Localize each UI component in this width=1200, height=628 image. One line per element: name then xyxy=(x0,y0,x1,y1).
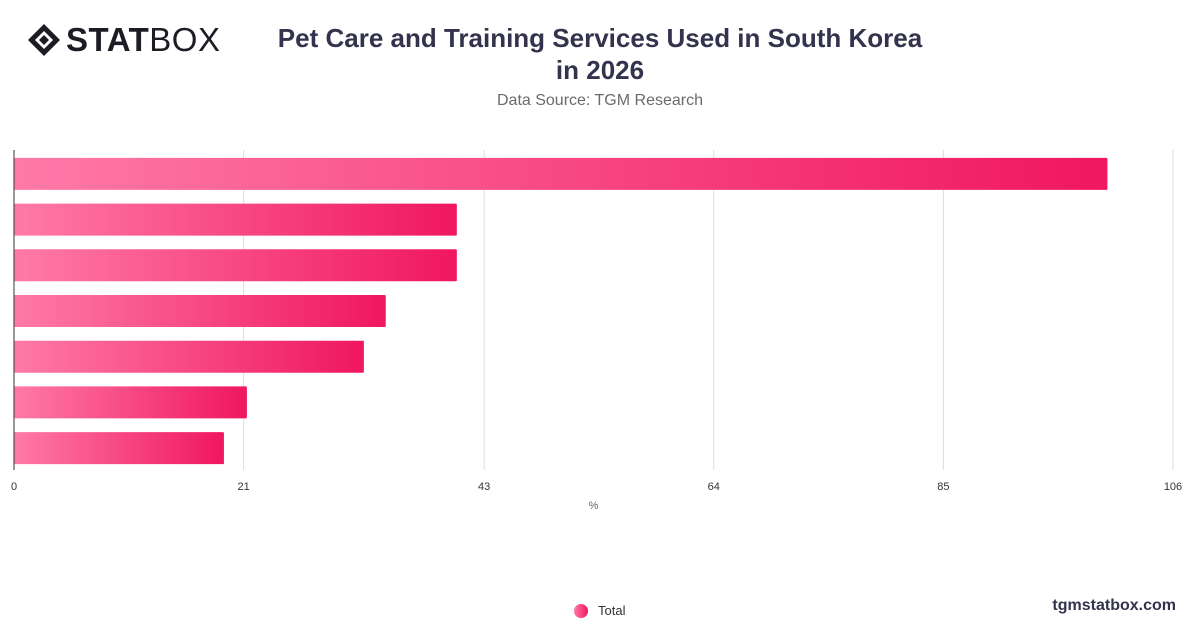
x-tick-label: 43 xyxy=(478,481,490,493)
logo-wordmark: STATBOX xyxy=(66,22,220,58)
bar-4[interactable] xyxy=(14,295,386,327)
bar-7[interactable] xyxy=(14,432,224,465)
bar-5[interactable] xyxy=(14,340,364,373)
legend-label: Total xyxy=(598,603,626,618)
x-axis-ticks: 0 21 43 64 85 106 xyxy=(11,481,1182,493)
bar-1[interactable] xyxy=(14,157,1108,190)
watermark: tgmstatbox.com xyxy=(1052,597,1176,614)
x-tick-label: 0 xyxy=(11,481,17,493)
chart-title: Pet Care and Training Services Used in S… xyxy=(277,23,923,85)
x-axis-title: % xyxy=(589,500,599,512)
logo-bold-text: STAT xyxy=(66,21,150,58)
chart-subtitle: Data Source: TGM Research xyxy=(496,92,703,109)
statbox-logo: STATBOX xyxy=(26,22,220,58)
bar-chart: 0 21 43 64 85 106 % xyxy=(11,150,1182,512)
legend[interactable]: Total xyxy=(574,603,625,618)
logo-light-text: BOX xyxy=(149,21,221,58)
x-tick-label: 64 xyxy=(708,481,720,493)
bar-2[interactable] xyxy=(14,203,457,236)
legend-marker xyxy=(574,603,588,618)
statbox-diamond-icon xyxy=(28,24,60,56)
x-tick-label: 106 xyxy=(1164,481,1182,493)
bars xyxy=(14,157,1108,465)
x-tick-label: 85 xyxy=(937,481,949,493)
x-tick-label: 21 xyxy=(237,481,249,493)
bar-6[interactable] xyxy=(14,386,247,419)
bar-3[interactable] xyxy=(14,249,457,282)
